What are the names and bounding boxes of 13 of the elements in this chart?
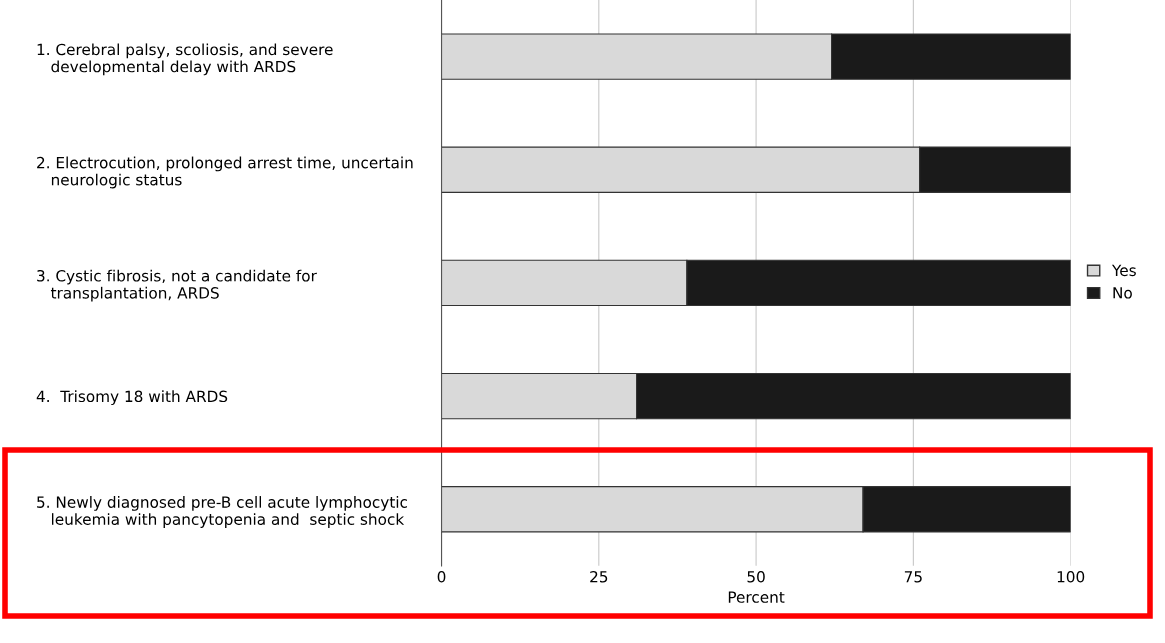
legend-label: No xyxy=(1113,287,1132,299)
x-axis-title: Percent xyxy=(728,591,785,603)
y-tick-label: 5. Newly diagnosed pre-B cell acute lymphocytic leukemia with pancytopenia and septic shock xyxy=(37,496,408,528)
y-tick-label: 2. Electrocution, prolonged arrest time, uncertain neurologic status xyxy=(37,156,413,189)
x-tick-label: 0 xyxy=(437,570,446,583)
x-tick-label: 75 xyxy=(904,571,922,583)
x-tick-label: 25 xyxy=(590,570,608,583)
legend-label: Yes xyxy=(1111,264,1136,277)
x-tick-label: 100 xyxy=(1057,570,1085,583)
y-tick-label: 1. Cerebral palsy, scoliosis, and severe developmental delay with ARDS xyxy=(37,43,333,76)
x-tick-label: 50 xyxy=(747,570,765,583)
y-tick-label: 3. Cystic fibrosis, not a candidate for transplantation, ARDS xyxy=(37,269,317,302)
y-tick-label: 4. Trisomy 18 with ARDS xyxy=(36,390,228,406)
